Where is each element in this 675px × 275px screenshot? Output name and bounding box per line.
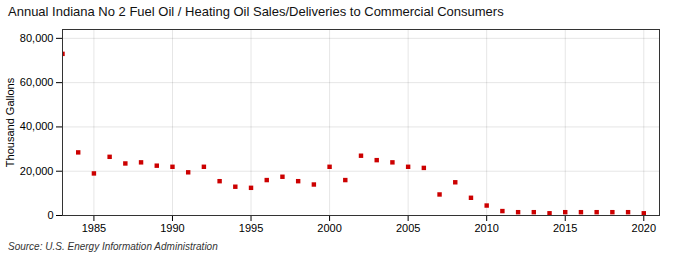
svg-text:1990: 1990 xyxy=(160,222,184,234)
svg-text:20,000: 20,000 xyxy=(20,165,54,177)
svg-text:1995: 1995 xyxy=(239,222,263,234)
html-text:Annual Indiana No 2 Fuel Oil /: Annual Indiana No 2 Fuel Oil / Heating O… xyxy=(8,4,504,19)
svg-text:2005: 2005 xyxy=(396,222,420,234)
svg-text:0: 0 xyxy=(47,209,53,221)
svg-text:60,000: 60,000 xyxy=(20,76,54,88)
svg-text:80,000: 80,000 xyxy=(20,32,54,44)
html-text:Source: U.S. Energy Informatio: Source: U.S. Energy Information Administ… xyxy=(8,241,218,252)
svg-text:1985: 1985 xyxy=(82,222,106,234)
svg-text:Thousand Gallons: Thousand Gallons xyxy=(4,77,16,167)
svg-text:2015: 2015 xyxy=(553,222,577,234)
svg-text:2010: 2010 xyxy=(474,222,498,234)
svg-text:2020: 2020 xyxy=(632,222,656,234)
svg-text:40,000: 40,000 xyxy=(20,120,54,132)
svg-text:2000: 2000 xyxy=(317,222,341,234)
